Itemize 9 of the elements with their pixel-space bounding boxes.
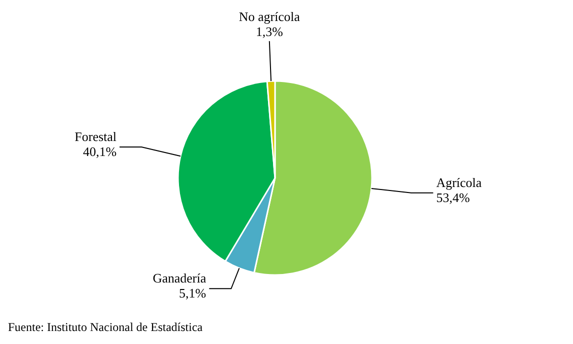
slice-label: No agrícola [238, 9, 300, 24]
source-note: Fuente: Instituto Nacional de Estadística [8, 320, 204, 335]
slice-label: Agrícola [436, 174, 482, 190]
data-label: 5,1% [179, 286, 206, 301]
data-label: 53,4% [436, 190, 470, 205]
data-label: 40,1% [82, 144, 117, 160]
slice-label: Ganadería [152, 270, 206, 286]
data-label: 1,3% [256, 24, 284, 40]
slice-label: Forestal [74, 129, 117, 144]
